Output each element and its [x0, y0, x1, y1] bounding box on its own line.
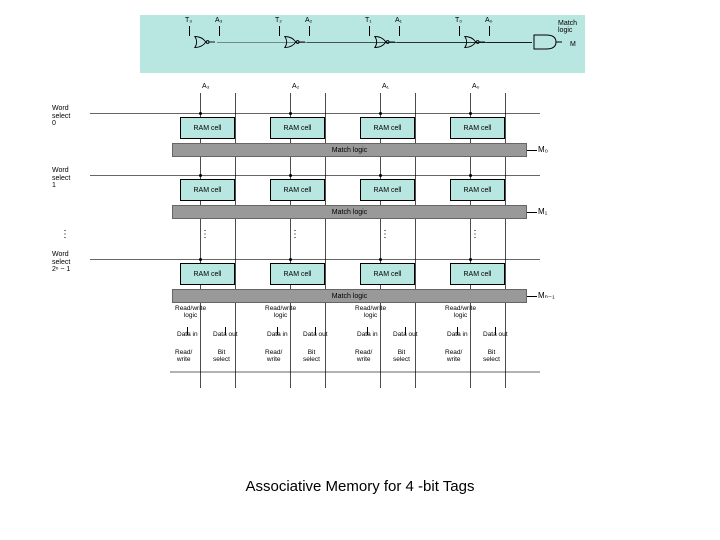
bit-select-label-1: Bit select	[303, 349, 320, 363]
ram-cell-1-1: RAM cell	[270, 179, 325, 201]
xnor-gate-1	[283, 35, 305, 49]
and-gate-output	[532, 33, 562, 53]
ram-cell-1-2: RAM cell	[360, 179, 415, 201]
readwrite-logic-label-2: Read/write logic	[355, 305, 386, 319]
top-input-a-3: A₀	[485, 17, 493, 24]
top-input-t-1: T₂	[275, 17, 282, 24]
match-logic-bar-2: Match logic	[172, 289, 527, 303]
match-logic-label-top: Match logic	[558, 20, 577, 34]
ram-cell-2-3: RAM cell	[450, 263, 505, 285]
ram-cell-0-0: RAM cell	[180, 117, 235, 139]
match-output-0: M₀	[538, 145, 548, 154]
match-output-m: M	[570, 41, 576, 48]
ram-cell-1-3: RAM cell	[450, 179, 505, 201]
ram-cell-0-1: RAM cell	[270, 117, 325, 139]
word-select-label-1: Word select 1	[52, 167, 70, 190]
bit-select-label-3: Bit select	[483, 349, 500, 363]
ellipsis-2: ⋮	[380, 229, 392, 240]
addr-label-0: A₃	[202, 83, 210, 90]
ellipsis-0: ⋮	[200, 229, 212, 240]
ram-cell-2-0: RAM cell	[180, 263, 235, 285]
ellipsis-1: ⋮	[290, 229, 302, 240]
ram-cell-2-2: RAM cell	[360, 263, 415, 285]
ram-cell-1-0: RAM cell	[180, 179, 235, 201]
xnor-gate-0	[193, 35, 215, 49]
addr-label-3: A₀	[472, 83, 480, 90]
bit-select-label-2: Bit select	[393, 349, 410, 363]
match-logic-bar-0: Match logic	[172, 143, 527, 157]
addr-label-2: A₁	[382, 83, 389, 90]
word-select-label-0: Word select 0	[52, 105, 70, 128]
readwrite-label-3: Read/ write	[445, 349, 462, 363]
readwrite-logic-label-0: Read/write logic	[175, 305, 206, 319]
top-input-a-0: A₃	[215, 17, 223, 24]
match-output-2: Mₙ₋₁	[538, 291, 555, 300]
ellipsis-3: ⋮	[470, 229, 482, 240]
word-select-label-2: Word select 2ⁿ − 1	[52, 251, 70, 274]
top-input-t-3: T₀	[455, 17, 462, 24]
top-input-a-2: A₁	[395, 17, 402, 24]
readwrite-logic-label-1: Read/write logic	[265, 305, 296, 319]
bus-vline-1-1	[325, 93, 326, 388]
bus-vline-0-1	[235, 93, 236, 388]
readwrite-label-2: Read/ write	[355, 349, 372, 363]
bit-select-label-0: Bit select	[213, 349, 230, 363]
bus-vline-2-1	[415, 93, 416, 388]
bus-vline-3-1	[505, 93, 506, 388]
xnor-gate-3	[463, 35, 485, 49]
top-input-t-2: T₁	[365, 17, 372, 24]
top-input-t-0: T₃	[185, 17, 192, 24]
ram-cell-2-1: RAM cell	[270, 263, 325, 285]
xnor-gate-2	[373, 35, 395, 49]
match-logic-bar-1: Match logic	[172, 205, 527, 219]
addr-label-1: A₂	[292, 83, 299, 90]
top-input-a-1: A₂	[305, 17, 312, 24]
readwrite-logic-label-3: Read/write logic	[445, 305, 476, 319]
ram-cell-0-3: RAM cell	[450, 117, 505, 139]
readwrite-label-0: Read/ write	[175, 349, 192, 363]
readwrite-label-1: Read/ write	[265, 349, 282, 363]
figure-caption: Associative Memory for 4 -bit Tags	[0, 478, 720, 495]
ram-cell-0-2: RAM cell	[360, 117, 415, 139]
match-output-1: M₁	[538, 207, 547, 216]
associative-memory-diagram: T₃A₃T₂A₂T₁A₁T₀A₀Match logicM A₃A₂A₁A₀ Wo…	[140, 15, 585, 455]
